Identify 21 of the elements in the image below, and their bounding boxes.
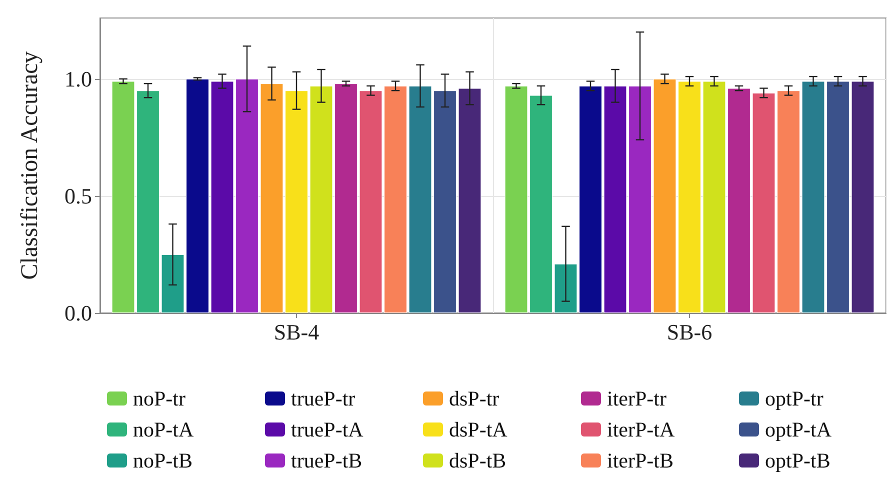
legend-label: iterP-tr [607, 386, 666, 410]
legend-label: optP-tr [765, 386, 824, 410]
legend-label: noP-tB [133, 448, 193, 472]
y-tick-label: 0.5 [64, 183, 92, 208]
x-tick-label: SB-4 [274, 320, 320, 344]
legend-label: noP-tA [133, 418, 195, 442]
y-axis-title: Classification Accuracy [17, 51, 43, 280]
legend-label: optP-tB [765, 448, 830, 472]
legend-label: dsP-tr [449, 386, 500, 410]
y-tick-label: 0.0 [64, 300, 92, 326]
legend-label: trueP-tA [291, 418, 364, 442]
legend-label: dsP-tB [449, 448, 506, 472]
legend-label: optP-tA [765, 418, 832, 442]
legend-label: dsP-tA [449, 418, 508, 442]
legend-label: iterP-tB [607, 448, 674, 472]
legend-label: trueP-tr [291, 386, 356, 410]
legend-label: iterP-tA [607, 418, 676, 442]
legend-label: noP-tr [133, 386, 186, 410]
x-tick-label: SB-6 [666, 320, 712, 344]
y-tick-label: 1.0 [64, 66, 92, 92]
legend-label: trueP-tB [291, 448, 362, 472]
